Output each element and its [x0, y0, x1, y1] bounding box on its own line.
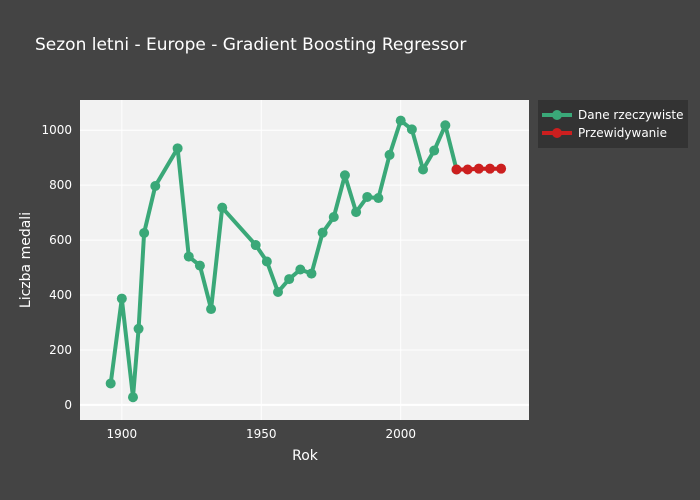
data-point	[351, 207, 362, 218]
data-point	[373, 193, 384, 204]
data-point	[295, 264, 306, 275]
data-point	[406, 124, 417, 135]
data-point	[451, 164, 462, 175]
data-point	[384, 149, 395, 160]
data-point	[139, 227, 150, 238]
y-tick-label: 1000	[41, 123, 72, 137]
data-point	[306, 268, 317, 279]
data-point	[473, 163, 484, 174]
x-tick-label: 1950	[246, 427, 277, 441]
data-point	[105, 378, 116, 389]
data-point	[133, 323, 144, 334]
x-tick-label: 1900	[107, 427, 138, 441]
data-point	[328, 212, 339, 223]
legend-entry-label[interactable]: Dane rzeczywiste	[578, 108, 684, 122]
data-point	[284, 274, 295, 285]
data-point	[250, 240, 261, 251]
data-point	[429, 145, 440, 156]
plot-area	[80, 100, 529, 420]
y-tick-label: 600	[49, 233, 72, 247]
data-point	[206, 304, 217, 315]
data-point	[116, 293, 127, 304]
legend-swatch-marker	[552, 110, 562, 120]
data-point	[339, 170, 350, 181]
legend-entry-label[interactable]: Przewidywanie	[578, 126, 667, 140]
data-point	[418, 164, 429, 175]
legend-box	[538, 100, 688, 148]
data-point	[183, 251, 194, 262]
data-point	[217, 202, 228, 213]
data-point	[484, 163, 495, 174]
data-point	[261, 256, 272, 267]
legend-swatch-marker	[552, 128, 562, 138]
grid	[80, 100, 529, 420]
data-point	[317, 227, 328, 238]
y-axis-title: Liczba medali	[18, 212, 34, 308]
y-tick-label: 800	[49, 178, 72, 192]
data-point	[172, 143, 183, 154]
chart-title: Sezon letni - Europe - Gradient Boosting…	[35, 35, 466, 55]
series-layer	[105, 115, 507, 403]
legend[interactable]: Dane rzeczywiste Przewidywanie	[538, 100, 688, 148]
data-point	[150, 180, 161, 191]
data-point	[127, 392, 138, 403]
x-tick-label: 2000	[385, 427, 416, 441]
data-point	[362, 191, 373, 202]
data-point	[395, 115, 406, 126]
y-tick-label: 400	[49, 288, 72, 302]
data-point	[440, 120, 451, 131]
y-tick-label: 0	[64, 398, 72, 412]
data-point	[273, 287, 284, 297]
y-tick-label: 200	[49, 343, 72, 357]
data-point	[462, 164, 473, 175]
data-point	[194, 260, 205, 271]
x-axis-title: Rok	[292, 448, 319, 464]
axis-ticks: 0 200 400 600 800 1000 1900 1950 2000	[41, 123, 416, 441]
data-point	[496, 163, 507, 174]
